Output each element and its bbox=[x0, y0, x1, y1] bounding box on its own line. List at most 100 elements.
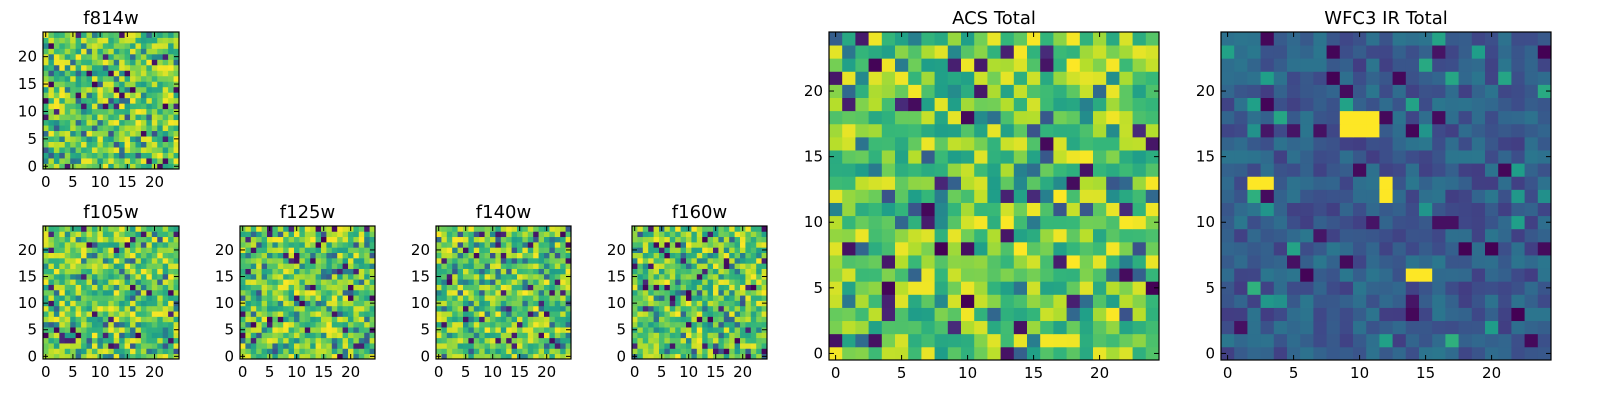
heatmap-cell bbox=[842, 189, 856, 203]
heatmap-cell bbox=[70, 53, 77, 60]
heatmap-cell bbox=[113, 152, 120, 159]
heatmap-cell bbox=[91, 163, 98, 170]
heatmap-cell bbox=[1106, 346, 1120, 361]
heatmap-cell bbox=[463, 257, 469, 264]
heatmap-cell bbox=[544, 311, 550, 317]
heatmap-cell bbox=[934, 176, 949, 190]
heatmap-cell bbox=[1537, 163, 1552, 177]
heatmap-cell bbox=[538, 295, 545, 301]
heatmap-cell bbox=[934, 255, 949, 269]
heatmap-cell bbox=[675, 241, 681, 248]
x-tick-label: 5 bbox=[897, 364, 907, 382]
heatmap-cell bbox=[353, 236, 360, 243]
heatmap-cell bbox=[669, 268, 676, 275]
heatmap-cell bbox=[108, 53, 115, 60]
heatmap-cell bbox=[1260, 110, 1275, 125]
heatmap-cell bbox=[1511, 163, 1525, 177]
heatmap-cell bbox=[321, 295, 327, 301]
heatmap-cell bbox=[283, 252, 289, 259]
heatmap-cell bbox=[326, 257, 333, 264]
heatmap-cell bbox=[533, 268, 539, 275]
heatmap-cell bbox=[713, 337, 719, 344]
heatmap-cell bbox=[479, 321, 485, 328]
heatmap-cell bbox=[70, 48, 77, 55]
heatmap-cell bbox=[675, 279, 681, 285]
heatmap-cell bbox=[702, 327, 708, 333]
heatmap-cell bbox=[337, 268, 343, 275]
heatmap-cell bbox=[140, 81, 147, 88]
heatmap-cell bbox=[70, 311, 77, 317]
heatmap-cell bbox=[1511, 71, 1525, 85]
heatmap-cell bbox=[1471, 97, 1486, 112]
heatmap-cell bbox=[565, 257, 572, 264]
heatmap-cell bbox=[64, 311, 71, 317]
heatmap-cell bbox=[565, 337, 572, 344]
heatmap-cell bbox=[921, 176, 935, 190]
heatmap-cell bbox=[1498, 202, 1512, 217]
heatmap-cell bbox=[43, 114, 49, 121]
heatmap-cell bbox=[1053, 163, 1067, 177]
heatmap-cell bbox=[500, 257, 507, 264]
heatmap-cell bbox=[168, 152, 174, 159]
heatmap-cell bbox=[353, 343, 360, 349]
heatmap-cell bbox=[70, 273, 77, 280]
heatmap-cell bbox=[829, 136, 843, 151]
heatmap-cell bbox=[1066, 202, 1081, 217]
heatmap-cell bbox=[908, 333, 922, 348]
heatmap-cell bbox=[277, 295, 284, 301]
heatmap-cell bbox=[97, 103, 104, 110]
heatmap-cell bbox=[1419, 346, 1433, 361]
heatmap-cell bbox=[91, 348, 98, 355]
heatmap-cell bbox=[1273, 97, 1288, 112]
heatmap-cell bbox=[146, 316, 153, 323]
heatmap-cell bbox=[97, 42, 104, 49]
heatmap-cell bbox=[895, 333, 909, 348]
heatmap-cell bbox=[53, 252, 60, 259]
heatmap-cell bbox=[91, 108, 98, 115]
heatmap-cell bbox=[921, 202, 935, 217]
heatmap-cell bbox=[538, 305, 545, 312]
heatmap-cell bbox=[506, 348, 512, 355]
heatmap-cell bbox=[151, 42, 158, 49]
heatmap-cell bbox=[342, 321, 349, 328]
heatmap-cell bbox=[162, 289, 169, 296]
heatmap-cell bbox=[675, 247, 681, 253]
heatmap-cell bbox=[723, 252, 730, 259]
heatmap-cell bbox=[729, 241, 735, 248]
heatmap-cell bbox=[162, 141, 169, 148]
heatmap-cell bbox=[868, 163, 883, 177]
heatmap-cell bbox=[91, 114, 98, 121]
heatmap-cell bbox=[686, 257, 692, 264]
heatmap-cell bbox=[934, 320, 949, 335]
heatmap-cell bbox=[947, 215, 962, 230]
heatmap-cell bbox=[1300, 84, 1314, 98]
heatmap-cell bbox=[168, 53, 174, 60]
heatmap-cell bbox=[745, 327, 752, 333]
heatmap-cell bbox=[75, 343, 82, 349]
heatmap-cell bbox=[729, 353, 735, 360]
heatmap-cell bbox=[91, 231, 98, 238]
heatmap-cell bbox=[734, 305, 741, 312]
heatmap-cell bbox=[1013, 268, 1028, 282]
heatmap-cell bbox=[554, 348, 561, 355]
heatmap-cell bbox=[707, 289, 714, 296]
heatmap-cell bbox=[1498, 241, 1512, 256]
heatmap-cell bbox=[173, 158, 180, 164]
heatmap-cell bbox=[337, 327, 343, 333]
heatmap-cell bbox=[1040, 163, 1054, 177]
heatmap-cell bbox=[987, 84, 1001, 98]
heatmap-cell bbox=[321, 348, 327, 355]
heatmap-cell bbox=[1471, 333, 1486, 348]
heatmap-cell bbox=[479, 257, 485, 264]
heatmap-cell bbox=[653, 337, 660, 344]
heatmap-cell bbox=[1132, 176, 1147, 190]
heatmap-cell bbox=[881, 110, 896, 125]
heatmap-cell bbox=[326, 252, 333, 259]
heatmap-cell bbox=[146, 263, 153, 269]
heatmap-cell bbox=[659, 252, 665, 259]
heatmap-cell bbox=[1458, 136, 1473, 151]
heatmap-cell bbox=[315, 327, 322, 333]
heatmap-cell bbox=[718, 268, 725, 275]
heatmap-cell bbox=[533, 263, 539, 269]
heatmap-cell bbox=[48, 59, 55, 66]
